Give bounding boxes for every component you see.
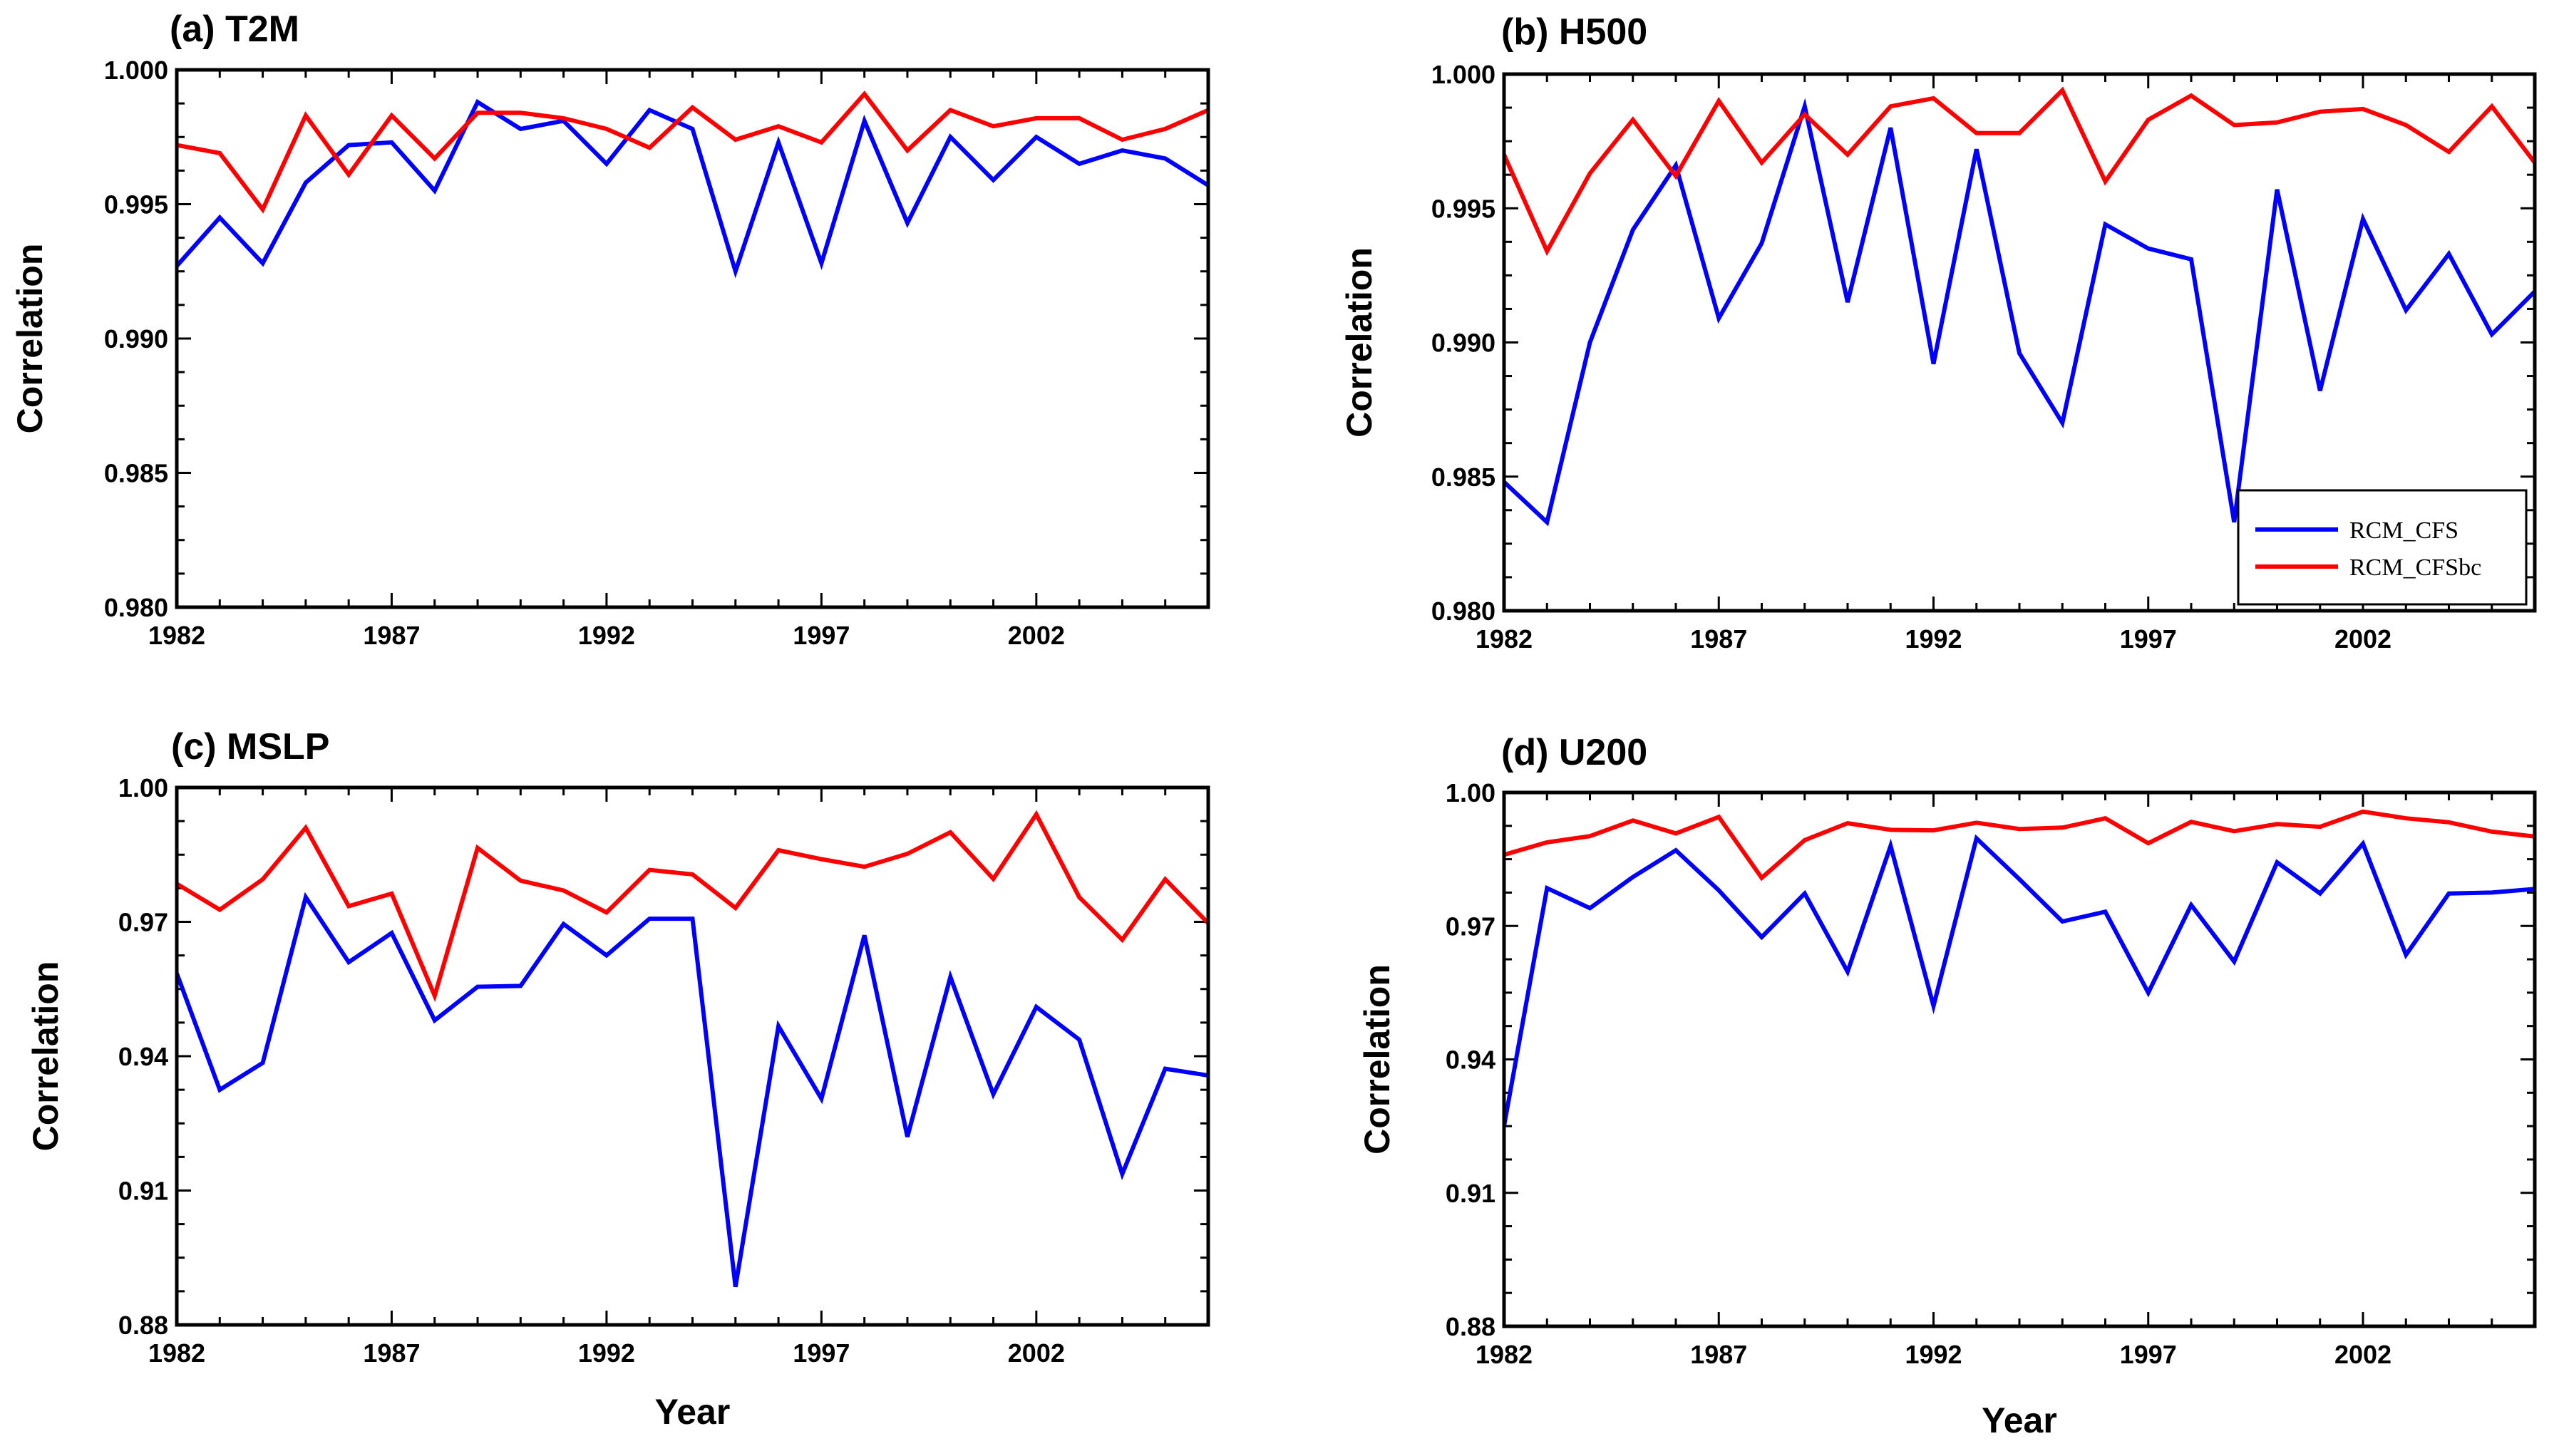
y-tick-label: 0.995 <box>1431 194 1495 223</box>
series-line-rcm-cfsbc <box>1504 86 2535 257</box>
series-line-rcm-cfs <box>177 98 1208 279</box>
x-tick-label: 1997 <box>2120 1340 2177 1369</box>
y-tick-label: 0.97 <box>118 908 168 937</box>
y-tick-label: 0.995 <box>104 190 168 220</box>
x-tick-label: 1997 <box>793 1338 850 1368</box>
panel-title: (b) H500 <box>1501 11 1647 53</box>
legend: RCM_CFS RCM_CFSbc <box>2237 489 2528 606</box>
y-tick-label: 1.00 <box>1446 778 1495 807</box>
x-tick-label: 2002 <box>2334 624 2391 654</box>
x-tick-label: 1992 <box>1905 1340 1962 1369</box>
y-tick-label: 0.980 <box>1431 597 1495 626</box>
x-tick-label: 2002 <box>1008 1338 1065 1368</box>
panel-title: (a) T2M <box>170 9 299 50</box>
y-tick-label: 0.985 <box>104 459 168 488</box>
plot-frame <box>1502 72 2537 613</box>
y-axis-label: Correlation <box>1357 964 1397 1155</box>
x-tick-label: 1982 <box>148 621 205 650</box>
series-line-rcm-cfs <box>1504 834 2535 1127</box>
series-line-rcm-cfsbc <box>177 810 1208 1003</box>
y-tick-label: 1.00 <box>118 773 168 802</box>
y-tick-label: 0.990 <box>104 324 168 353</box>
series-line-rcm-cfs <box>1504 98 2535 527</box>
panel-c: (c) MSLP Correlation Year 1982 1987 1992 1997 2… <box>26 726 1210 1432</box>
x-axis-label: Year <box>655 1392 731 1432</box>
x-tick-label: 1992 <box>578 621 635 650</box>
legend-box <box>2237 489 2528 606</box>
panel-title: (d) U200 <box>1501 732 1647 773</box>
x-tick-label: 1982 <box>1476 1340 1533 1369</box>
y-axis-label: Correlation <box>10 244 50 434</box>
plot-frame <box>175 785 1210 1327</box>
panel-title: (c) MSLP <box>171 726 329 768</box>
y-tick-label: 0.88 <box>118 1311 168 1340</box>
y-tick-label: 1.000 <box>104 56 168 85</box>
legend-label: RCM_CFSbc <box>2349 554 2481 581</box>
y-axis-label: Correlation <box>26 961 66 1152</box>
y-tick-label: 1.000 <box>1431 60 1495 89</box>
plot-frame <box>1502 790 2537 1328</box>
y-tick-label: 0.980 <box>104 593 168 622</box>
y-tick-label: 0.88 <box>1446 1312 1495 1341</box>
y-tick-label: 0.91 <box>1446 1179 1495 1208</box>
x-tick-label: 1992 <box>1905 624 1962 654</box>
x-tick-label: 2002 <box>2334 1340 2391 1369</box>
y-axis-label: Correlation <box>1339 247 1379 438</box>
x-tick-label: 1982 <box>148 1338 205 1368</box>
y-tick-label: 0.985 <box>1431 463 1495 492</box>
plot-frame <box>175 68 1210 609</box>
x-axis-label: Year <box>1982 1400 2057 1440</box>
x-tick-label: 1987 <box>363 1338 420 1368</box>
y-tick-label: 0.990 <box>1431 329 1495 358</box>
x-tick-label: 1987 <box>1690 1340 1747 1369</box>
series-line-rcm-cfsbc <box>1504 809 2535 882</box>
y-tick-label: 0.97 <box>1446 912 1495 941</box>
panel-b: (b) H500 Correlation 1982 1987 1992 1997 2002 0… <box>1339 11 2537 654</box>
x-tick-label: 1987 <box>1690 624 1747 654</box>
x-tick-label: 1987 <box>363 621 420 650</box>
x-tick-label: 1997 <box>793 621 850 650</box>
legend-label: RCM_CFS <box>2349 517 2458 544</box>
x-tick-label: 1997 <box>2120 624 2177 654</box>
series-line-rcm-cfs <box>177 892 1208 1288</box>
x-tick-label: 1982 <box>1476 624 1533 654</box>
y-tick-label: 0.94 <box>118 1042 168 1071</box>
y-tick-label: 0.94 <box>1446 1045 1495 1075</box>
series-line-rcm-cfsbc <box>177 91 1208 214</box>
x-tick-label: 2002 <box>1008 621 1065 650</box>
panel-d: (d) U200 Correlation Year 1982 1987 1992 1997 2… <box>1357 732 2537 1440</box>
y-tick-label: 0.91 <box>118 1177 168 1206</box>
x-tick-label: 1992 <box>578 1338 635 1368</box>
panel-a: (a) T2M Correlation 1982 1987 1992 1997 2002 0.… <box>10 9 1210 650</box>
